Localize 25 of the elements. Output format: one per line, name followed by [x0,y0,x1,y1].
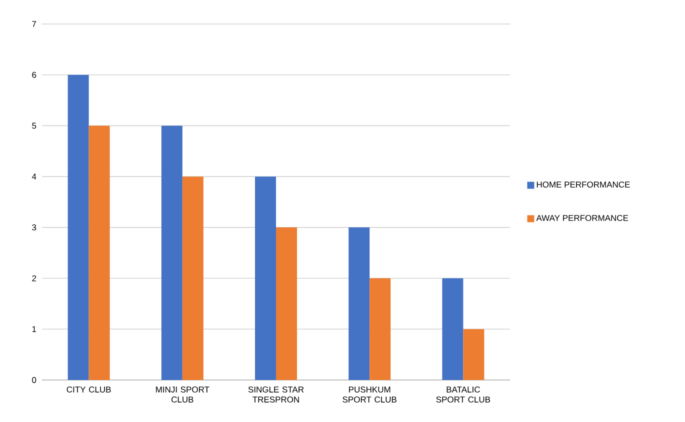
bar [276,227,297,380]
x-tick-label: PUSHKUM SPORT CLUB [342,386,396,403]
bar [88,126,110,380]
bar [182,176,204,380]
bar [255,176,276,380]
y-tick-label: 2 [32,275,36,282]
y-tick-label: 7 [32,21,36,27]
x-tick-label: CITY CLUB [66,386,111,393]
y-tick-label: 4 [32,174,36,180]
bar [463,329,484,380]
y-tick-label: 3 [32,224,36,230]
x-tick-label: MINJI SPORT CLUB [156,386,210,403]
x-tick-label: BATALIC SPORT CLUB [436,386,490,403]
y-tick-label: 0 [32,376,36,383]
bar [161,126,182,380]
y-tick-label: 6 [32,72,36,78]
legend-label: AWAY PERFORMANCE [536,215,628,222]
legend-label: HOME PERFORMANCE [536,182,630,188]
bar [442,278,464,380]
x-tick-label: SINGLE STAR TRESPRON [248,386,304,403]
bar [370,278,391,380]
bar [348,227,370,380]
y-tick-label: 1 [32,326,36,332]
y-tick-label: 5 [32,122,36,129]
bar [68,74,89,380]
